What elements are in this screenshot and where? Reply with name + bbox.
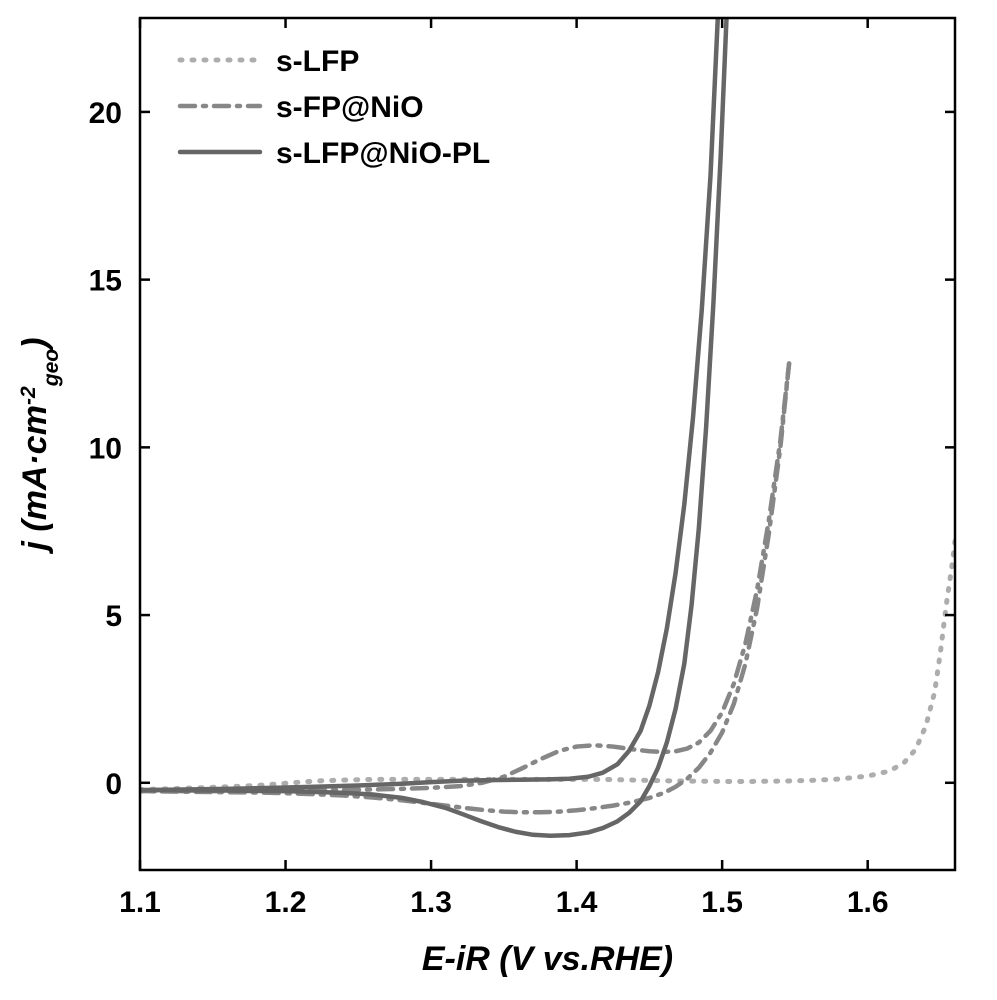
- y-tick-label: 15: [89, 265, 122, 298]
- x-tick-label: 1.4: [556, 886, 598, 919]
- x-tick-label: 1.6: [847, 886, 889, 919]
- cv-chart: 1.1 1.2 1.3 1.4 1.5 1.6 0 5 10 15 20 E-iR (V vs.RHE…: [0, 0, 997, 1000]
- legend-label: s-LFP@NiO-PL: [276, 137, 490, 170]
- x-tick-label: 1.2: [265, 886, 307, 919]
- x-tick-label: 1.5: [701, 886, 743, 919]
- x-axis-label: E-iR (V vs.RHE): [422, 940, 673, 978]
- plot-area: [140, 18, 955, 870]
- y-tick-label: 5: [105, 600, 122, 633]
- y-tick-label: 20: [89, 97, 122, 130]
- x-tick-label: 1.1: [119, 886, 161, 919]
- y-axis-label: j (mA·cm-2geo): [16, 337, 63, 554]
- y-tick-label: 10: [89, 432, 122, 465]
- legend-label: s-FP@NiO: [276, 91, 424, 124]
- y-tick-label: 0: [105, 768, 122, 801]
- x-tick-label: 1.3: [410, 886, 452, 919]
- legend-label: s-LFP: [276, 45, 359, 78]
